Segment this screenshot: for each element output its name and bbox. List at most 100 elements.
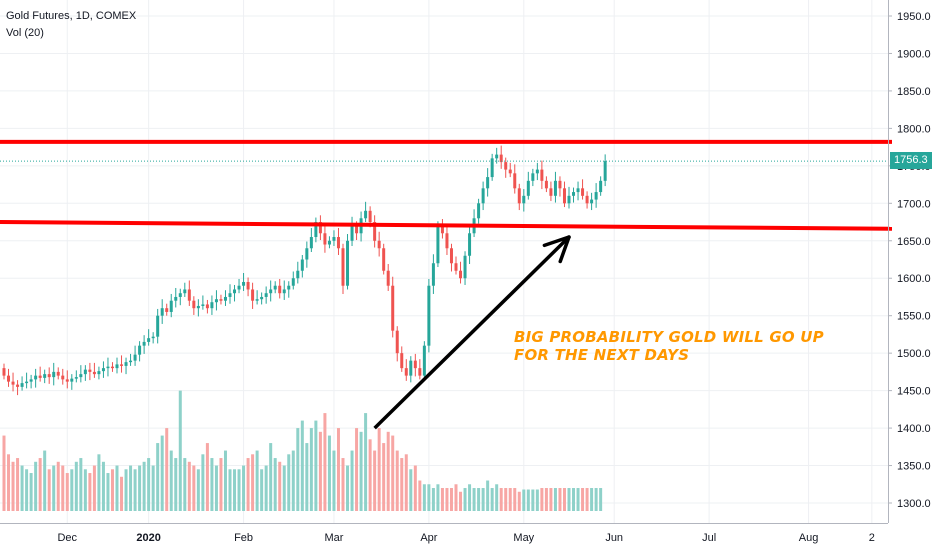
volume-indicator-label[interactable]: Vol (20): [6, 27, 44, 39]
candle-body: [553, 180, 557, 196]
volume-bar: [214, 465, 218, 511]
volume-bar: [544, 488, 548, 511]
candle-body: [233, 289, 237, 294]
candle-body: [495, 154, 499, 159]
candle-body: [255, 299, 259, 301]
volume-bar: [187, 461, 191, 511]
volume-bar: [287, 454, 291, 511]
candle-body: [481, 188, 485, 204]
volume-bar: [47, 469, 51, 511]
candle-body: [594, 192, 598, 200]
price-tick-label: 1350.0: [897, 461, 931, 473]
volume-bar: [56, 461, 60, 511]
candle-body: [576, 188, 580, 193]
volume-bar: [436, 484, 440, 511]
candle-body: [165, 308, 169, 312]
candle-body: [74, 377, 78, 379]
candle-body: [178, 293, 182, 297]
volume-bar: [395, 450, 399, 511]
volume-bar: [490, 488, 494, 511]
candle-body: [52, 371, 56, 378]
candle-body: [11, 381, 15, 385]
volume-bar: [291, 450, 295, 511]
volume-bar: [38, 458, 42, 511]
candle-body: [395, 330, 399, 354]
candle-body: [562, 188, 566, 204]
candle-body: [449, 248, 453, 264]
candle-body: [196, 305, 200, 309]
symbol-label[interactable]: Gold Futures, 1D, COMEX: [6, 10, 137, 22]
volume-bar: [368, 439, 372, 511]
candle-body: [463, 255, 467, 279]
price-axis: 1950.01900.01850.01800.01750.01700.01650…: [888, 11, 931, 510]
candle-body: [531, 173, 535, 181]
volume-bar: [440, 488, 444, 511]
time-tick-label: 2: [869, 532, 875, 544]
candle-body: [228, 293, 232, 297]
candle-body: [110, 366, 114, 369]
volume-bar: [508, 488, 512, 511]
volume-bar: [562, 488, 566, 511]
volume-bar: [309, 428, 313, 511]
candle-body: [129, 360, 133, 363]
candle-body: [133, 354, 137, 361]
volume-bar: [52, 465, 56, 511]
candle-body: [287, 285, 291, 290]
volume-bar: [431, 488, 435, 511]
volume-bar: [359, 431, 363, 511]
volume-bar: [101, 461, 105, 511]
volume-bar: [499, 488, 503, 511]
volume-bar: [459, 491, 463, 511]
candle-body: [169, 300, 173, 312]
candle-body: [79, 374, 83, 378]
candle-body: [522, 195, 526, 204]
annotation-line-1: BIG PROBABILITY GOLD WILL GO UP: [514, 328, 824, 346]
candle-body: [526, 180, 530, 196]
volume-bar: [522, 489, 526, 511]
volume-bar: [558, 488, 562, 511]
volume-bar: [88, 473, 92, 511]
volume-bar: [585, 488, 589, 511]
volume-bar: [65, 473, 69, 511]
candle-body: [70, 378, 74, 382]
price-tick-label: 1650.0: [897, 236, 931, 248]
candle-body: [183, 289, 187, 294]
candle-body: [567, 195, 571, 204]
candle-body: [409, 360, 413, 376]
time-tick-label: Jul: [702, 532, 716, 544]
support-line: [0, 220, 893, 231]
volume-bar: [178, 390, 182, 511]
candle-body: [115, 364, 119, 369]
volume-bar: [278, 461, 282, 511]
volume-bar: [404, 454, 408, 511]
volume-bar: [25, 469, 29, 511]
volume-bar: [129, 465, 133, 511]
volume-bar: [196, 469, 200, 511]
volume-bar: [16, 458, 20, 511]
volume-bar: [147, 458, 151, 511]
candle-body: [223, 296, 227, 301]
candle-body: [454, 263, 458, 271]
candle-body: [341, 248, 345, 286]
candle-body: [549, 188, 553, 196]
volume-bar: [350, 450, 354, 511]
candle-body: [440, 225, 444, 234]
candle-body: [61, 375, 65, 380]
volume-bar: [115, 465, 119, 511]
candle-body: [101, 368, 105, 372]
candle-body: [47, 374, 51, 378]
candle-body: [445, 233, 449, 249]
volume-bar: [540, 488, 544, 511]
candle-body: [282, 289, 286, 294]
volume-bar: [305, 443, 309, 511]
volume-bar: [110, 469, 114, 511]
candle-body: [43, 374, 47, 378]
candle-body: [264, 293, 268, 297]
volume-bar: [422, 484, 426, 511]
price-tick-label: 1850.0: [897, 86, 931, 98]
grid-lines: [0, 0, 888, 523]
candle-body: [242, 281, 246, 286]
candle-body: [192, 300, 196, 309]
